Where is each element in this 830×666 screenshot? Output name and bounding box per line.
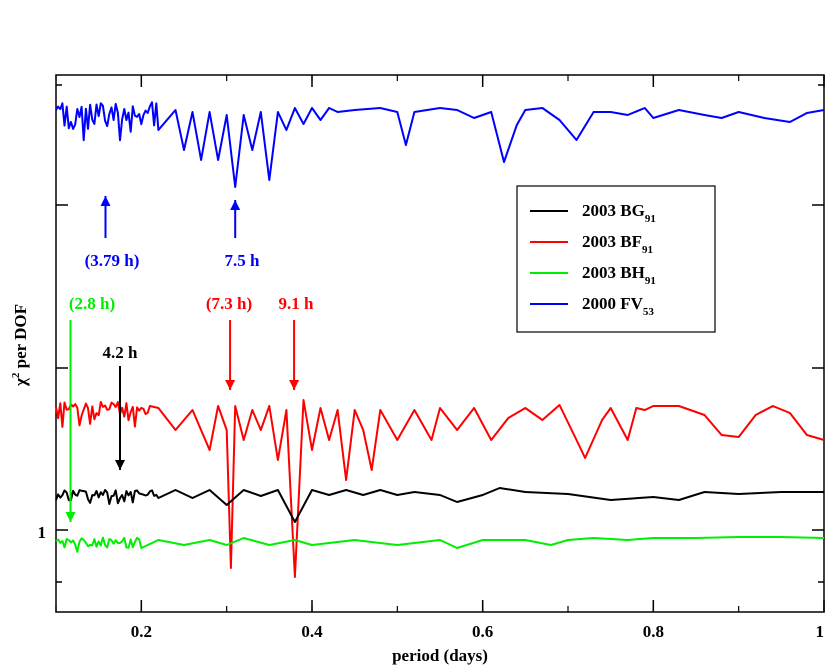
annotation-arrowhead xyxy=(100,196,111,206)
annotation-arrowhead xyxy=(225,380,236,390)
legend: 2003 BG91 2003 BF91 2003 BH91 2000 FV53 xyxy=(516,185,716,333)
x-tick-label: 0.2 xyxy=(131,622,152,641)
legend-label-fv53: 2000 FV53 xyxy=(582,294,654,318)
plot-frame xyxy=(55,74,825,613)
axis-ticks: 0.2 0.4 0.6 0.8 1 xyxy=(55,75,825,641)
annotation-arrowhead xyxy=(289,380,300,390)
series-line-2003-bh91 xyxy=(55,536,825,553)
annotation-label-4.2h: 4.2 h xyxy=(103,343,139,362)
series-line-2003-bf91 xyxy=(55,399,825,578)
period-annotations: (3.79 h) 7.5 h (2.8 h) 4.2 h (7.3 h) 9.1… xyxy=(65,196,315,522)
x-tick-label: 1 xyxy=(816,622,825,641)
x-tick-label: 0.8 xyxy=(643,622,664,641)
annotation-label-2.8h: (2.8 h) xyxy=(69,294,115,313)
annotation-label-9.1h: 9.1 h xyxy=(279,294,315,313)
series-lines xyxy=(55,101,825,578)
annotation-label-7.5h: 7.5 h xyxy=(225,251,261,270)
y-tick-label-one: 1 xyxy=(38,523,47,542)
x-tick-label: 0.4 xyxy=(301,622,323,641)
series-line-2003-bg91 xyxy=(55,487,824,523)
annotation-arrowhead xyxy=(115,460,125,470)
annotation-arrowhead xyxy=(65,512,76,522)
y-axis-title: χ2 per DOF xyxy=(10,304,30,387)
annotation-label-7.3h: (7.3 h) xyxy=(206,294,252,313)
legend-label-bf91: 2003 BF91 xyxy=(582,232,653,256)
x-tick-label: 0.6 xyxy=(472,622,493,641)
legend-label-bg91: 2003 BG91 xyxy=(582,201,656,225)
series-line-2000-fv53 xyxy=(55,101,825,188)
annotation-label-3.79h: (3.79 h) xyxy=(85,251,140,270)
legend-label-bh91: 2003 BH91 xyxy=(582,263,656,287)
x-axis-title: period (days) xyxy=(392,646,488,665)
annotation-arrowhead xyxy=(230,200,241,210)
